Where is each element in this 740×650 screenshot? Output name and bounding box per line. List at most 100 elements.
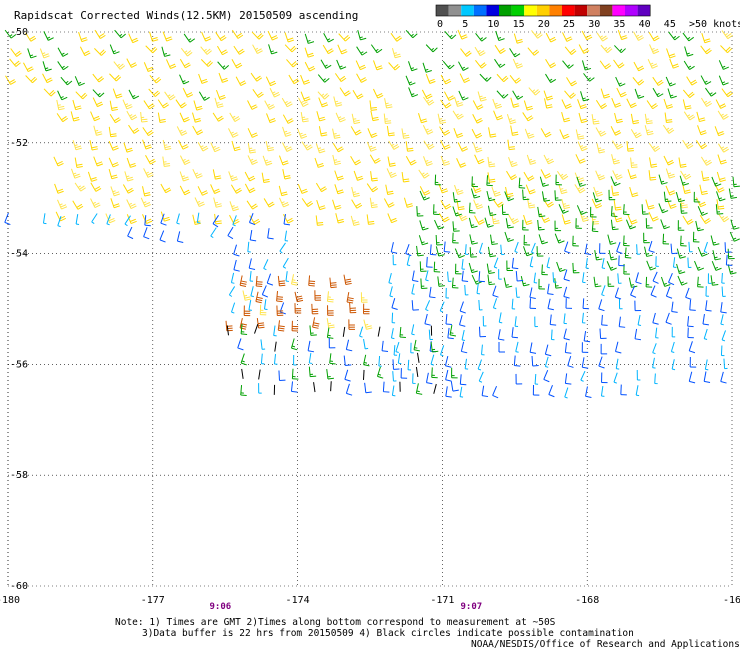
barb-feather [163, 216, 170, 220]
wind-barb [626, 98, 637, 109]
barb-shaft [235, 76, 242, 86]
wind-barb [122, 99, 133, 110]
wind-barb [56, 113, 68, 123]
barb-shaft [433, 383, 437, 394]
barb-shaft [282, 214, 289, 224]
barb-shaft [487, 274, 490, 285]
barb-feather [403, 134, 410, 137]
barb-shaft [562, 32, 568, 42]
wind-barb [523, 171, 535, 182]
barb-feather [701, 192, 708, 196]
barb-shaft [57, 47, 64, 57]
barb-shaft [390, 32, 398, 42]
wind-barb [697, 246, 708, 257]
barb-shaft [175, 99, 183, 109]
barb-shaft [114, 29, 122, 39]
barb-feather [233, 253, 240, 257]
wind-barb [687, 327, 694, 339]
barb-feather [580, 106, 587, 110]
barb-feather [477, 368, 482, 371]
barb-shaft [332, 142, 339, 153]
barb-shaft [182, 87, 188, 98]
barb-shaft [696, 111, 700, 122]
barb-feather [308, 54, 315, 58]
barb-feather [700, 252, 705, 255]
wind-barb [471, 128, 483, 139]
barb-feather [346, 301, 354, 304]
barb-shaft [395, 341, 400, 352]
barb-feather [338, 116, 342, 119]
barb-feather [325, 64, 332, 69]
barb-feather [447, 337, 454, 340]
barb-shaft [468, 202, 471, 213]
barb-feather [206, 50, 212, 55]
barb-feather [630, 174, 637, 178]
wind-barb [274, 341, 277, 352]
barb-feather [132, 39, 139, 44]
wind-barb [646, 100, 658, 110]
barb-shaft [562, 60, 570, 69]
barb-shaft [529, 256, 533, 267]
barb-feather [479, 95, 483, 98]
barb-shaft [262, 155, 267, 166]
barb-feather [686, 218, 693, 223]
barb-feather [42, 53, 49, 57]
barb-shaft [721, 88, 729, 97]
barb-feather [476, 149, 483, 153]
wind-barb [244, 171, 256, 182]
barb-feather [212, 145, 216, 149]
barb-shaft [192, 214, 196, 225]
barb-feather [257, 50, 263, 54]
barb-feather [130, 62, 136, 66]
barb-feather [459, 310, 466, 314]
barb-feather [262, 294, 269, 298]
barb-feather [680, 165, 687, 168]
barb-shaft [613, 59, 620, 69]
barb-feather [371, 186, 377, 191]
wind-barb [57, 216, 62, 228]
barb-feather [704, 218, 710, 223]
barb-feather [441, 188, 448, 192]
barb-feather [327, 336, 334, 339]
barb-feather [389, 164, 396, 167]
barb-feather [619, 48, 623, 52]
barb-feather [353, 119, 360, 122]
wind-barb [658, 174, 668, 185]
barb-feather [177, 240, 184, 243]
wind-barb [648, 240, 655, 253]
barb-feather [317, 224, 324, 226]
barb-feather [522, 282, 527, 285]
wind-barb [452, 221, 460, 232]
barb-feather [546, 104, 553, 107]
barb-feather [129, 162, 136, 166]
barb-feather [697, 229, 704, 232]
barb-feather [180, 130, 187, 134]
wind-barb [90, 198, 101, 209]
barb-feather [614, 102, 621, 106]
barb-feather [324, 64, 328, 67]
barb-feather [93, 115, 100, 120]
barb-feather [669, 83, 676, 87]
wind-barb [350, 156, 362, 166]
barb-feather [616, 368, 620, 370]
barb-feather [582, 219, 589, 222]
barb-feather [99, 92, 105, 98]
barb-feather [511, 217, 515, 221]
barb-shaft [676, 263, 680, 274]
barb-shaft [278, 155, 284, 166]
wind-barb [94, 48, 107, 56]
barb-feather [304, 98, 311, 102]
barb-shaft [518, 177, 521, 188]
barb-feather [507, 237, 511, 240]
barb-shaft [249, 212, 254, 223]
wind-barb [93, 125, 103, 136]
barb-feather [684, 189, 691, 192]
barb-shaft [452, 206, 457, 217]
barb-feather [337, 189, 344, 193]
wind-barb [475, 60, 487, 69]
barb-shaft [200, 59, 209, 67]
barb-shaft [425, 44, 434, 53]
barb-shaft [500, 244, 503, 255]
barb-shaft [452, 110, 459, 120]
wind-barb [445, 313, 452, 326]
